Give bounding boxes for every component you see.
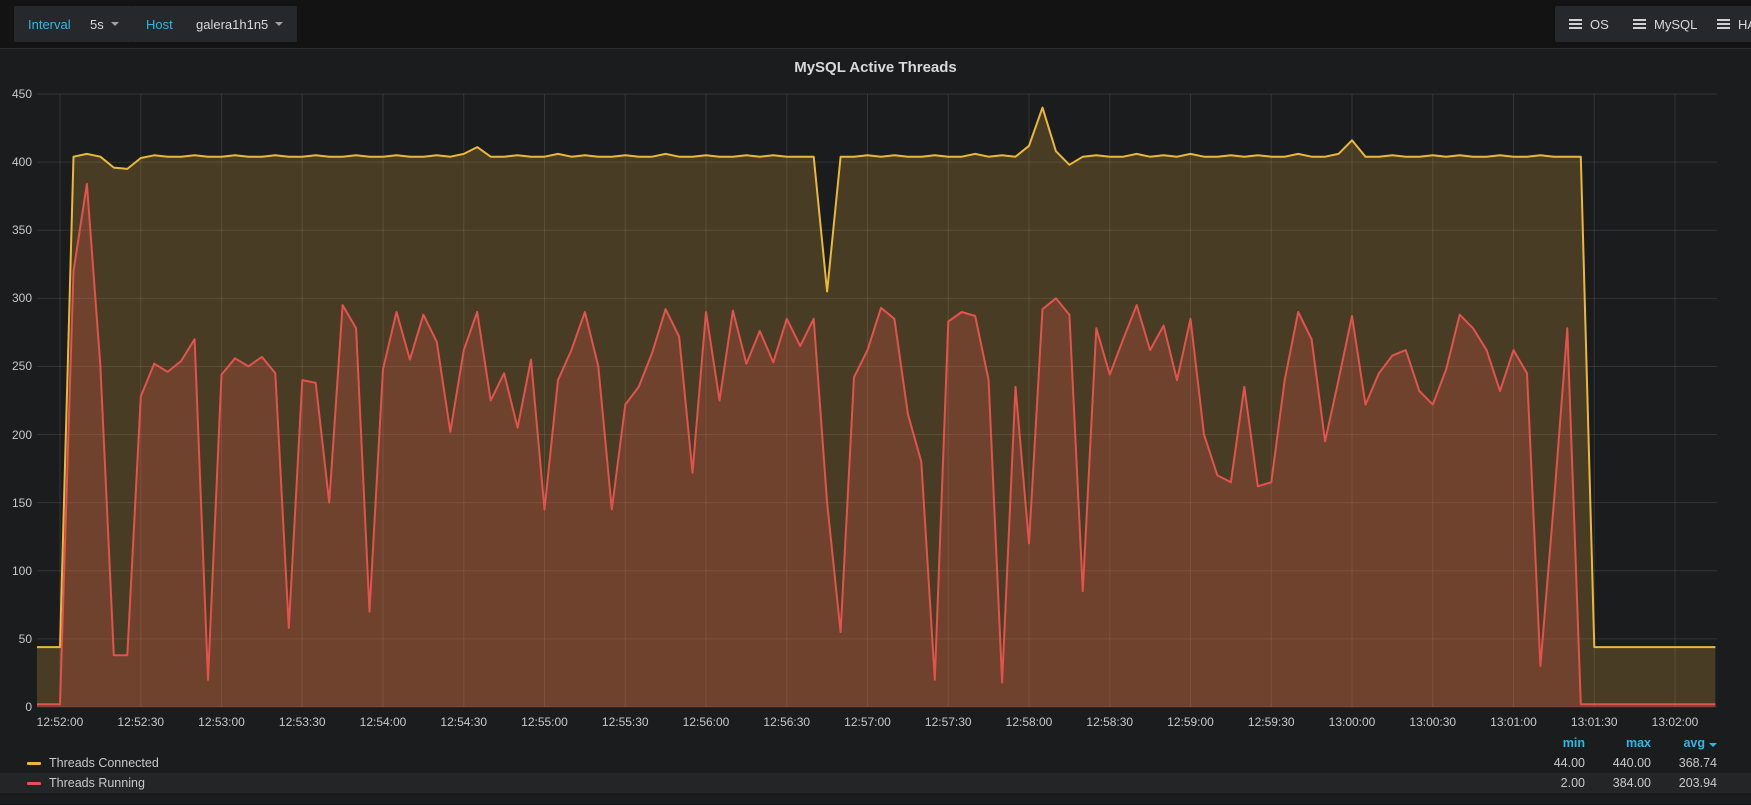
y-tick-label: 150 bbox=[11, 495, 32, 510]
host-select[interactable]: galera1h1n5 bbox=[182, 6, 298, 42]
x-tick-label: 12:55:00 bbox=[521, 715, 568, 729]
legend-header-row: min max avg bbox=[0, 733, 1751, 753]
series-label[interactable]: Threads Running bbox=[49, 776, 145, 790]
y-tick-label: 350 bbox=[11, 223, 32, 238]
menu-icon bbox=[1569, 19, 1582, 29]
x-tick-label: 12:54:30 bbox=[440, 715, 488, 729]
x-tick-label: 12:55:30 bbox=[601, 715, 649, 729]
y-tick-label: 450 bbox=[11, 87, 32, 101]
x-tick-label: 13:01:00 bbox=[1490, 715, 1537, 729]
x-tick-label: 12:59:00 bbox=[1167, 715, 1214, 729]
x-tick-label: 13:02:00 bbox=[1651, 715, 1699, 729]
host-label: Host bbox=[146, 16, 173, 32]
legend-table: min max avg Threads Connected 44.00 440.… bbox=[0, 733, 1751, 793]
series-min-value: 2.00 bbox=[1560, 776, 1585, 790]
menu-ha-label: HA bbox=[1738, 16, 1751, 32]
panel-title: MySQL Active Threads bbox=[794, 59, 957, 76]
menu-button-mysql[interactable]: MySQL bbox=[1619, 6, 1712, 42]
x-tick-label: 13:00:00 bbox=[1328, 715, 1376, 729]
legend-header-min[interactable]: min bbox=[1562, 736, 1585, 750]
x-tick-label: 12:52:30 bbox=[117, 715, 165, 729]
menu-icon bbox=[1633, 19, 1646, 29]
series-line-threads-connected bbox=[37, 106, 1716, 649]
menu-os-label: OS bbox=[1590, 16, 1609, 32]
interval-label: Interval bbox=[28, 16, 71, 32]
series-line-threads-running bbox=[37, 182, 1716, 706]
chevron-down-icon bbox=[275, 22, 284, 26]
interval-select[interactable]: 5s bbox=[76, 6, 133, 42]
y-tick-label: 50 bbox=[18, 631, 32, 646]
y-tick-label: 300 bbox=[11, 291, 32, 306]
legend-row-threads-running[interactable]: Threads Running 2.00 384.00 203.94 bbox=[0, 773, 1751, 793]
x-tick-label: 12:57:30 bbox=[924, 715, 972, 729]
menu-icon bbox=[1717, 19, 1730, 29]
series-label[interactable]: Threads Connected bbox=[49, 756, 159, 770]
x-tick-label: 12:57:00 bbox=[844, 715, 891, 729]
series-color-dash[interactable] bbox=[27, 781, 41, 785]
x-tick-label: 13:00:30 bbox=[1409, 715, 1457, 729]
series-avg-value: 368.74 bbox=[1678, 756, 1717, 770]
series-area-threads-connected bbox=[37, 107, 1716, 707]
x-tick-label: 12:53:30 bbox=[278, 715, 326, 729]
y-tick-label: 400 bbox=[11, 155, 32, 170]
x-tick-label: 12:58:00 bbox=[1005, 715, 1053, 729]
series-max-value: 440.00 bbox=[1612, 756, 1651, 770]
sort-caret-icon bbox=[1709, 743, 1717, 747]
series-area-threads-running bbox=[37, 183, 1716, 707]
host-label-button[interactable]: Host bbox=[132, 6, 187, 42]
menu-button-os[interactable]: OS bbox=[1555, 6, 1623, 42]
x-tick-label: 12:58:30 bbox=[1086, 715, 1134, 729]
x-tick-label: 12:54:00 bbox=[359, 715, 407, 729]
x-tick-label: 12:59:30 bbox=[1247, 715, 1295, 729]
graph-panel: MySQL Active Threads 0 50 100 150 200 250 300 3… bbox=[0, 48, 1751, 804]
series-max-value: 384.00 bbox=[1612, 776, 1651, 790]
toolbar: Interval 5s Host galera1h1n5 OS MySQL HA bbox=[0, 0, 1751, 48]
host-value: galera1h1n5 bbox=[196, 16, 269, 32]
x-tick-label: 12:53:00 bbox=[198, 715, 245, 729]
x-tick-label: 12:52:00 bbox=[36, 715, 84, 729]
legend-header-avg[interactable]: avg bbox=[1651, 736, 1717, 750]
x-tick-label: 12:56:30 bbox=[763, 715, 811, 729]
y-tick-label: 200 bbox=[11, 427, 32, 442]
x-tick-label: 13:01:30 bbox=[1570, 715, 1618, 729]
series-min-value: 44.00 bbox=[1553, 756, 1585, 770]
interval-label-button[interactable]: Interval bbox=[14, 6, 85, 42]
legend-header-max[interactable]: max bbox=[1625, 736, 1651, 750]
x-tick-label: 12:56:00 bbox=[682, 715, 730, 729]
legend-row-threads-connected[interactable]: Threads Connected 44.00 440.00 368.74 bbox=[0, 753, 1751, 773]
menu-mysql-label: MySQL bbox=[1654, 16, 1698, 32]
series-avg-value: 203.94 bbox=[1678, 776, 1717, 790]
y-tick-label: 100 bbox=[11, 563, 32, 578]
series-color-dash[interactable] bbox=[27, 761, 41, 765]
chevron-down-icon bbox=[110, 22, 119, 26]
menu-button-ha[interactable]: HA bbox=[1703, 6, 1751, 42]
y-tick-label: 250 bbox=[11, 359, 32, 374]
interval-value: 5s bbox=[90, 16, 104, 32]
chart-plot-area[interactable] bbox=[0, 49, 1751, 805]
y-tick-label: 0 bbox=[25, 700, 32, 714]
